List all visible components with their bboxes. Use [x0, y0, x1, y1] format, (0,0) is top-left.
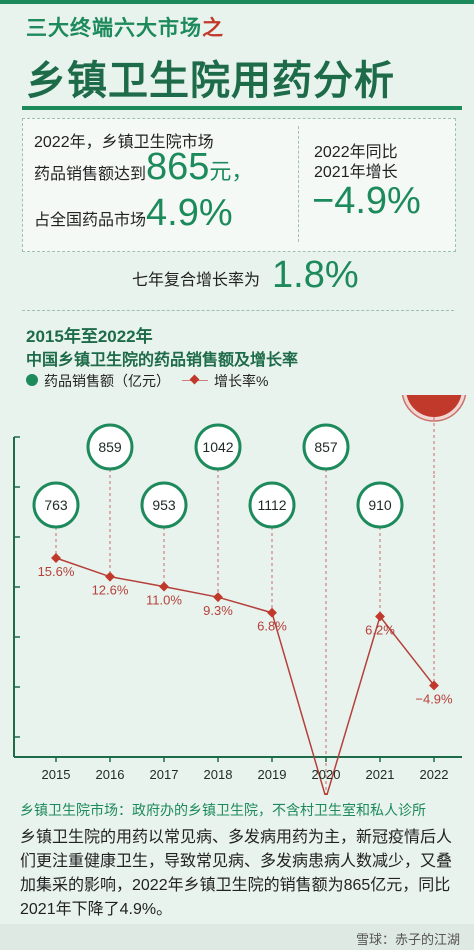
sales-label: 865 — [421, 395, 448, 399]
sales-bubble — [32, 481, 80, 529]
cagr-value: 1.8% — [272, 254, 359, 296]
growth-point — [429, 680, 439, 691]
title-divider — [22, 106, 462, 110]
page-title: 乡镇卫生院用药分析 — [26, 59, 395, 103]
sales-bubble — [406, 395, 462, 417]
growth-label: 15.6% — [38, 564, 75, 579]
cagr-label: 七年复合增长率为 — [132, 272, 261, 289]
sales-bubble — [194, 423, 242, 471]
yoy-value: −4.9% — [312, 180, 421, 222]
sales-label: 953 — [152, 497, 176, 513]
growth-label: 11.0% — [146, 593, 182, 608]
growth-label: 6.2% — [365, 622, 395, 637]
sales-bubble — [302, 423, 350, 471]
x-tick-label: 2017 — [150, 767, 179, 782]
sales-bubble — [86, 423, 134, 471]
legend-sales-label: 药品销售额（亿元） — [44, 373, 170, 389]
growth-point — [321, 793, 331, 795]
sales-label: 1042 — [202, 439, 233, 455]
subtitle-main: 三大终端六大市场 — [26, 17, 202, 40]
analysis-paragraph: 乡镇卫生院的用药以常见病、多发病用药为主，新冠疫情后人们更注重健康卫生，导致常见… — [20, 829, 453, 918]
x-tick-label: 2022 — [420, 767, 449, 782]
stat-line-3-text: 占全国药品市场 — [34, 212, 147, 229]
growth-label: 9.3% — [203, 603, 233, 618]
sales-label: 859 — [98, 439, 122, 455]
sales-bubble — [248, 481, 296, 529]
sales-unit: 元， — [209, 159, 254, 184]
sales-value: 865 — [146, 146, 210, 188]
x-tick-label: 2020 — [312, 767, 341, 782]
growth-label: 12.6% — [92, 583, 129, 598]
growth-point — [267, 607, 277, 618]
sales-bubble — [356, 481, 404, 529]
x-tick-label: 2019 — [258, 767, 287, 782]
growth-point — [51, 553, 61, 563]
stat-line-1: 2022年，乡镇卫生院市场 — [34, 134, 214, 151]
x-tick-label: 2016 — [96, 767, 125, 782]
legend-sales-marker — [26, 374, 38, 386]
growth-point — [105, 571, 115, 582]
sales-label: 857 — [314, 439, 338, 455]
stat-line-2-text: 药品销售额达到 — [34, 166, 147, 183]
growth-label: −4.9% — [415, 691, 453, 706]
x-tick-label: 2021 — [366, 767, 395, 782]
x-tick-label: 2015 — [42, 767, 71, 782]
growth-rate-line — [55, 557, 435, 795]
sales-label: 763 — [44, 497, 68, 513]
stat-line-3: 占全国药品市场4.9% — [34, 192, 233, 235]
series-subtitle: 三大终端六大市场之 — [26, 12, 224, 42]
yoy-label-1: 2022年同比 — [314, 144, 398, 161]
source-note: 乡镇卫生院市场：政府办的乡镇卫生院，不含村卫生室和私人诊所 — [20, 802, 426, 818]
x-tick-label: 2018 — [204, 767, 233, 782]
sales-label: 1112 — [257, 497, 286, 513]
market-share-value: 4.9% — [146, 192, 233, 234]
chart-title: 2015年至2022年 — [26, 327, 153, 346]
sales-label: 910 — [368, 497, 392, 513]
stats-card — [22, 118, 456, 252]
chart-subtitle: 中国乡镇卫生院的药品销售额及增长率 — [26, 352, 299, 369]
stats-card-divider — [298, 126, 299, 242]
legend-growth-label: 增长率% — [214, 373, 269, 389]
section-divider — [22, 310, 454, 311]
legend-growth-marker — [189, 374, 200, 385]
cagr-row: 七年复合增长率为 1.8% — [22, 254, 454, 300]
footer-bar: 雪球：赤子的江湖 — [0, 924, 474, 950]
stat-line-2: 药品销售额达到865元， — [34, 146, 253, 189]
yoy-label-2: 2021年增长 — [314, 164, 398, 181]
watermark-text: 雪球：赤子的江湖 — [355, 932, 460, 947]
growth-point — [159, 581, 169, 592]
subtitle-accent: 之 — [202, 17, 224, 40]
growth-point — [213, 592, 223, 603]
sales-bubble — [140, 481, 188, 529]
sales-growth-chart: 15.6%12.6%11.0%9.3%6.8%−23.0%6.2%−4.9%76… — [13, 395, 467, 795]
growth-label: 6.8% — [257, 619, 287, 634]
top-accent-bar — [0, 0, 474, 4]
